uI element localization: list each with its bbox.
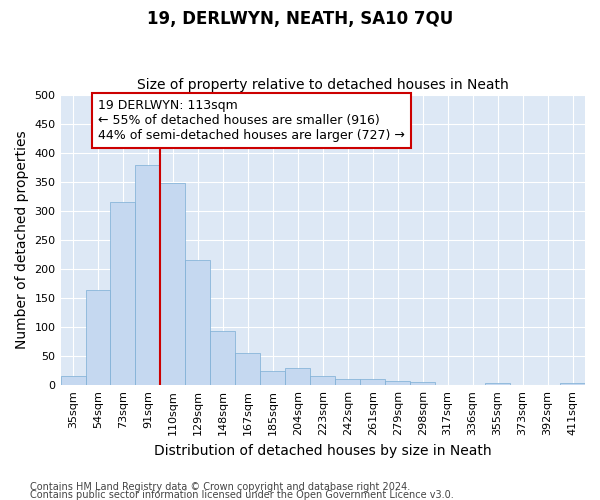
Bar bbox=[86, 290, 110, 385]
Bar bbox=[235, 353, 260, 385]
Bar bbox=[385, 381, 410, 385]
Text: Contains HM Land Registry data © Crown copyright and database right 2024.: Contains HM Land Registry data © Crown c… bbox=[30, 482, 410, 492]
Bar bbox=[485, 383, 510, 385]
Bar bbox=[286, 368, 310, 385]
Bar bbox=[110, 202, 136, 385]
Text: 19 DERLWYN: 113sqm
← 55% of detached houses are smaller (916)
44% of semi-detach: 19 DERLWYN: 113sqm ← 55% of detached hou… bbox=[98, 99, 405, 142]
Bar bbox=[260, 371, 286, 385]
Title: Size of property relative to detached houses in Neath: Size of property relative to detached ho… bbox=[137, 78, 509, 92]
Y-axis label: Number of detached properties: Number of detached properties bbox=[15, 130, 29, 349]
Bar bbox=[136, 166, 160, 385]
Bar bbox=[560, 384, 585, 385]
Bar bbox=[185, 260, 211, 385]
X-axis label: Distribution of detached houses by size in Neath: Distribution of detached houses by size … bbox=[154, 444, 491, 458]
Bar bbox=[310, 376, 335, 385]
Bar bbox=[410, 382, 435, 385]
Bar bbox=[61, 376, 86, 385]
Bar bbox=[435, 384, 460, 385]
Bar bbox=[211, 331, 235, 385]
Bar bbox=[360, 380, 385, 385]
Text: Contains public sector information licensed under the Open Government Licence v3: Contains public sector information licen… bbox=[30, 490, 454, 500]
Text: 19, DERLWYN, NEATH, SA10 7QU: 19, DERLWYN, NEATH, SA10 7QU bbox=[147, 10, 453, 28]
Bar bbox=[160, 183, 185, 385]
Bar bbox=[335, 379, 360, 385]
